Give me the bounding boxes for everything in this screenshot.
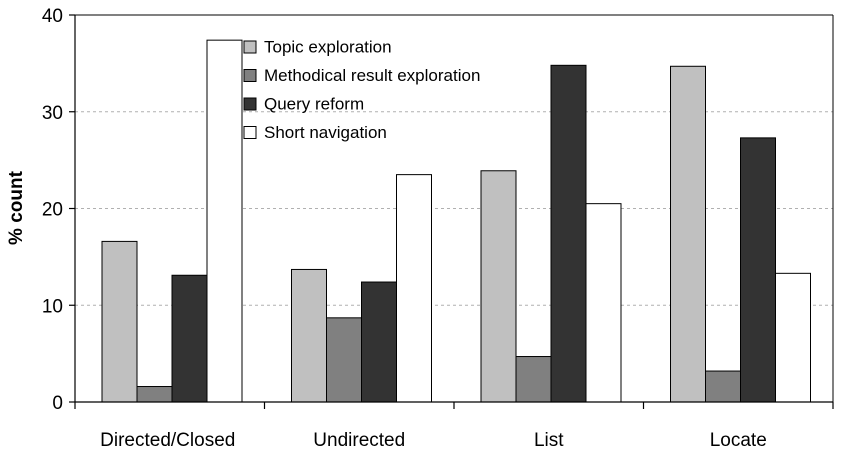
category-label: List xyxy=(534,430,564,451)
y-tick-label: 40 xyxy=(42,6,63,27)
y-axis-title: % count xyxy=(6,170,27,245)
bar-undirected-methodical-result-exploration xyxy=(326,317,362,403)
bar-locate-methodical-result-exploration xyxy=(705,370,741,403)
y-ticks: 0 10 20 30 40 xyxy=(42,6,75,414)
legend-label: Methodical result exploration xyxy=(264,66,480,85)
legend-label: Query reform xyxy=(264,95,364,114)
x-ticks: Directed/Closed Undirected List Locate xyxy=(74,402,834,451)
y-tick-label: 0 xyxy=(52,393,63,414)
bar-locate-topic-exploration xyxy=(670,65,706,403)
bar-undirected-topic-exploration xyxy=(291,268,327,403)
legend-swatch xyxy=(243,97,257,111)
bar-list-methodical-result-exploration xyxy=(515,356,552,403)
bar-directed-closed-short-navigation xyxy=(206,39,243,403)
y-tick-label: 10 xyxy=(42,296,63,317)
legend-swatch xyxy=(243,40,257,54)
y-tick-label: 20 xyxy=(42,200,63,221)
legend-swatch xyxy=(243,69,257,82)
bar-list-topic-exploration xyxy=(480,170,517,403)
category-label: Directed/Closed xyxy=(100,430,235,451)
category-label: Locate xyxy=(710,430,767,451)
legend-swatch xyxy=(243,126,257,139)
bar-undirected-query-reform xyxy=(361,281,397,403)
bar-locate-query-reform xyxy=(740,137,776,403)
bar-locate-short-navigation xyxy=(775,272,811,403)
bars xyxy=(101,39,811,403)
bar-list-query-reform xyxy=(550,64,587,403)
legend-label: Topic exploration xyxy=(264,38,392,57)
category-label: Undirected xyxy=(313,430,405,451)
y-tick-label: 30 xyxy=(42,103,63,124)
legend-label: Short navigation xyxy=(264,123,387,142)
bar-directed-closed-topic-exploration xyxy=(101,240,138,403)
bar-undirected-short-navigation xyxy=(396,174,432,403)
legend: Topic exploration Methodical result explo… xyxy=(243,38,480,142)
bar-list-short-navigation xyxy=(585,203,622,403)
bar-directed-closed-methodical-result-exploration xyxy=(136,386,173,403)
bar-directed-closed-query-reform xyxy=(171,274,208,403)
